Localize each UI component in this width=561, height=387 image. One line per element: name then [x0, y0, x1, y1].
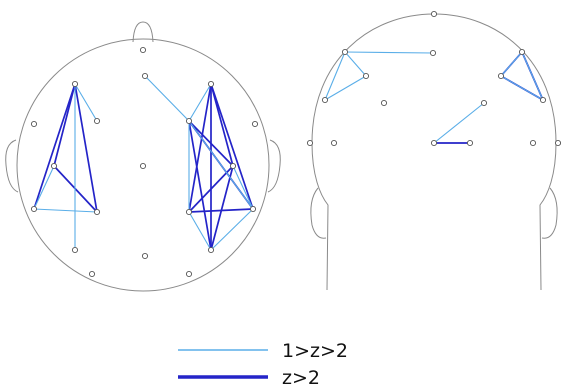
- back-weak-connection: [521, 51, 544, 101]
- top-electrode: [185, 208, 193, 216]
- top-electrode: [139, 46, 147, 54]
- top-electrode: [229, 162, 237, 170]
- back-head-outline: [311, 13, 557, 291]
- top-electrode: [251, 120, 259, 128]
- top-strong-connection: [188, 120, 234, 167]
- top-electrode: [139, 162, 147, 170]
- top-view-connections: [33, 75, 254, 251]
- back-electrode: [430, 139, 438, 147]
- back-weak-connection: [500, 75, 544, 101]
- top-weak-connection: [188, 120, 254, 210]
- top-weak-connection: [144, 75, 190, 122]
- back-electrode: [429, 49, 437, 57]
- top-weak-connection: [33, 208, 98, 213]
- head-back-view: [306, 10, 561, 291]
- top-weak-connection: [210, 208, 254, 251]
- back-electrode: [430, 10, 438, 18]
- back-left-ear-outline: [310, 187, 327, 239]
- top-strong-connection: [188, 83, 212, 213]
- right-ear-outline: [267, 139, 281, 193]
- top-view-electrodes: [30, 46, 259, 278]
- back-electrode: [341, 48, 349, 56]
- top-strong-connection: [210, 83, 234, 167]
- back-electrode: [306, 139, 314, 147]
- top-strong-connection: [53, 83, 76, 167]
- nose-outline: [132, 21, 154, 43]
- top-electrode: [141, 252, 149, 260]
- back-view-electrodes: [306, 10, 561, 147]
- back-electrode: [529, 139, 537, 147]
- top-strong-connection: [188, 120, 212, 251]
- top-electrode: [207, 246, 215, 254]
- top-electrode: [30, 205, 38, 213]
- head-top-view: [5, 21, 281, 292]
- legend-weak-label: 1>z>2: [282, 340, 348, 362]
- top-electrode: [50, 162, 58, 170]
- top-electrode: [93, 208, 101, 216]
- top-strong-connection: [74, 83, 98, 213]
- top-weak-connection: [188, 211, 212, 251]
- back-electrode: [466, 139, 474, 147]
- back-weak-connection: [324, 75, 367, 101]
- top-electrode: [71, 80, 79, 88]
- back-electrode: [330, 139, 338, 147]
- top-electrode: [185, 117, 193, 125]
- back-weak-connection: [344, 51, 367, 77]
- top-electrode: [249, 205, 257, 213]
- left-ear-outline: [5, 139, 19, 193]
- top-strong-connection: [33, 83, 76, 210]
- back-weak-connection: [500, 51, 523, 77]
- top-electrode: [141, 72, 149, 80]
- head-outline: [16, 38, 270, 292]
- top-weak-connection: [74, 83, 98, 122]
- legend-strong-label: z>2: [282, 367, 320, 387]
- top-electrode: [71, 246, 79, 254]
- top-electrode: [30, 120, 38, 128]
- back-electrode: [480, 99, 488, 107]
- top-electrode: [88, 270, 96, 278]
- back-electrode: [497, 72, 505, 80]
- back-view-connections: [324, 51, 544, 144]
- back-electrode: [321, 96, 329, 104]
- back-electrode: [518, 48, 526, 56]
- top-weak-connection: [232, 165, 254, 210]
- back-weak-connection: [324, 51, 346, 101]
- back-weak-connection: [344, 51, 434, 54]
- top-electrode: [207, 80, 215, 88]
- back-electrode: [362, 72, 370, 80]
- back-electrode: [380, 99, 388, 107]
- back-weak-connection: [433, 102, 485, 144]
- top-strong-connection: [188, 208, 254, 213]
- top-strong-connection: [210, 165, 234, 251]
- top-weak-connection: [33, 165, 55, 210]
- top-strong-connection: [210, 83, 254, 210]
- back-electrode: [554, 139, 561, 147]
- top-electrode: [185, 270, 193, 278]
- top-strong-connection: [188, 165, 234, 213]
- back-right-ear-outline: [541, 187, 558, 239]
- back-electrode: [539, 96, 547, 104]
- legend: 1>z>2 z>2: [178, 340, 348, 387]
- top-electrode: [93, 117, 101, 125]
- top-weak-connection: [188, 83, 212, 122]
